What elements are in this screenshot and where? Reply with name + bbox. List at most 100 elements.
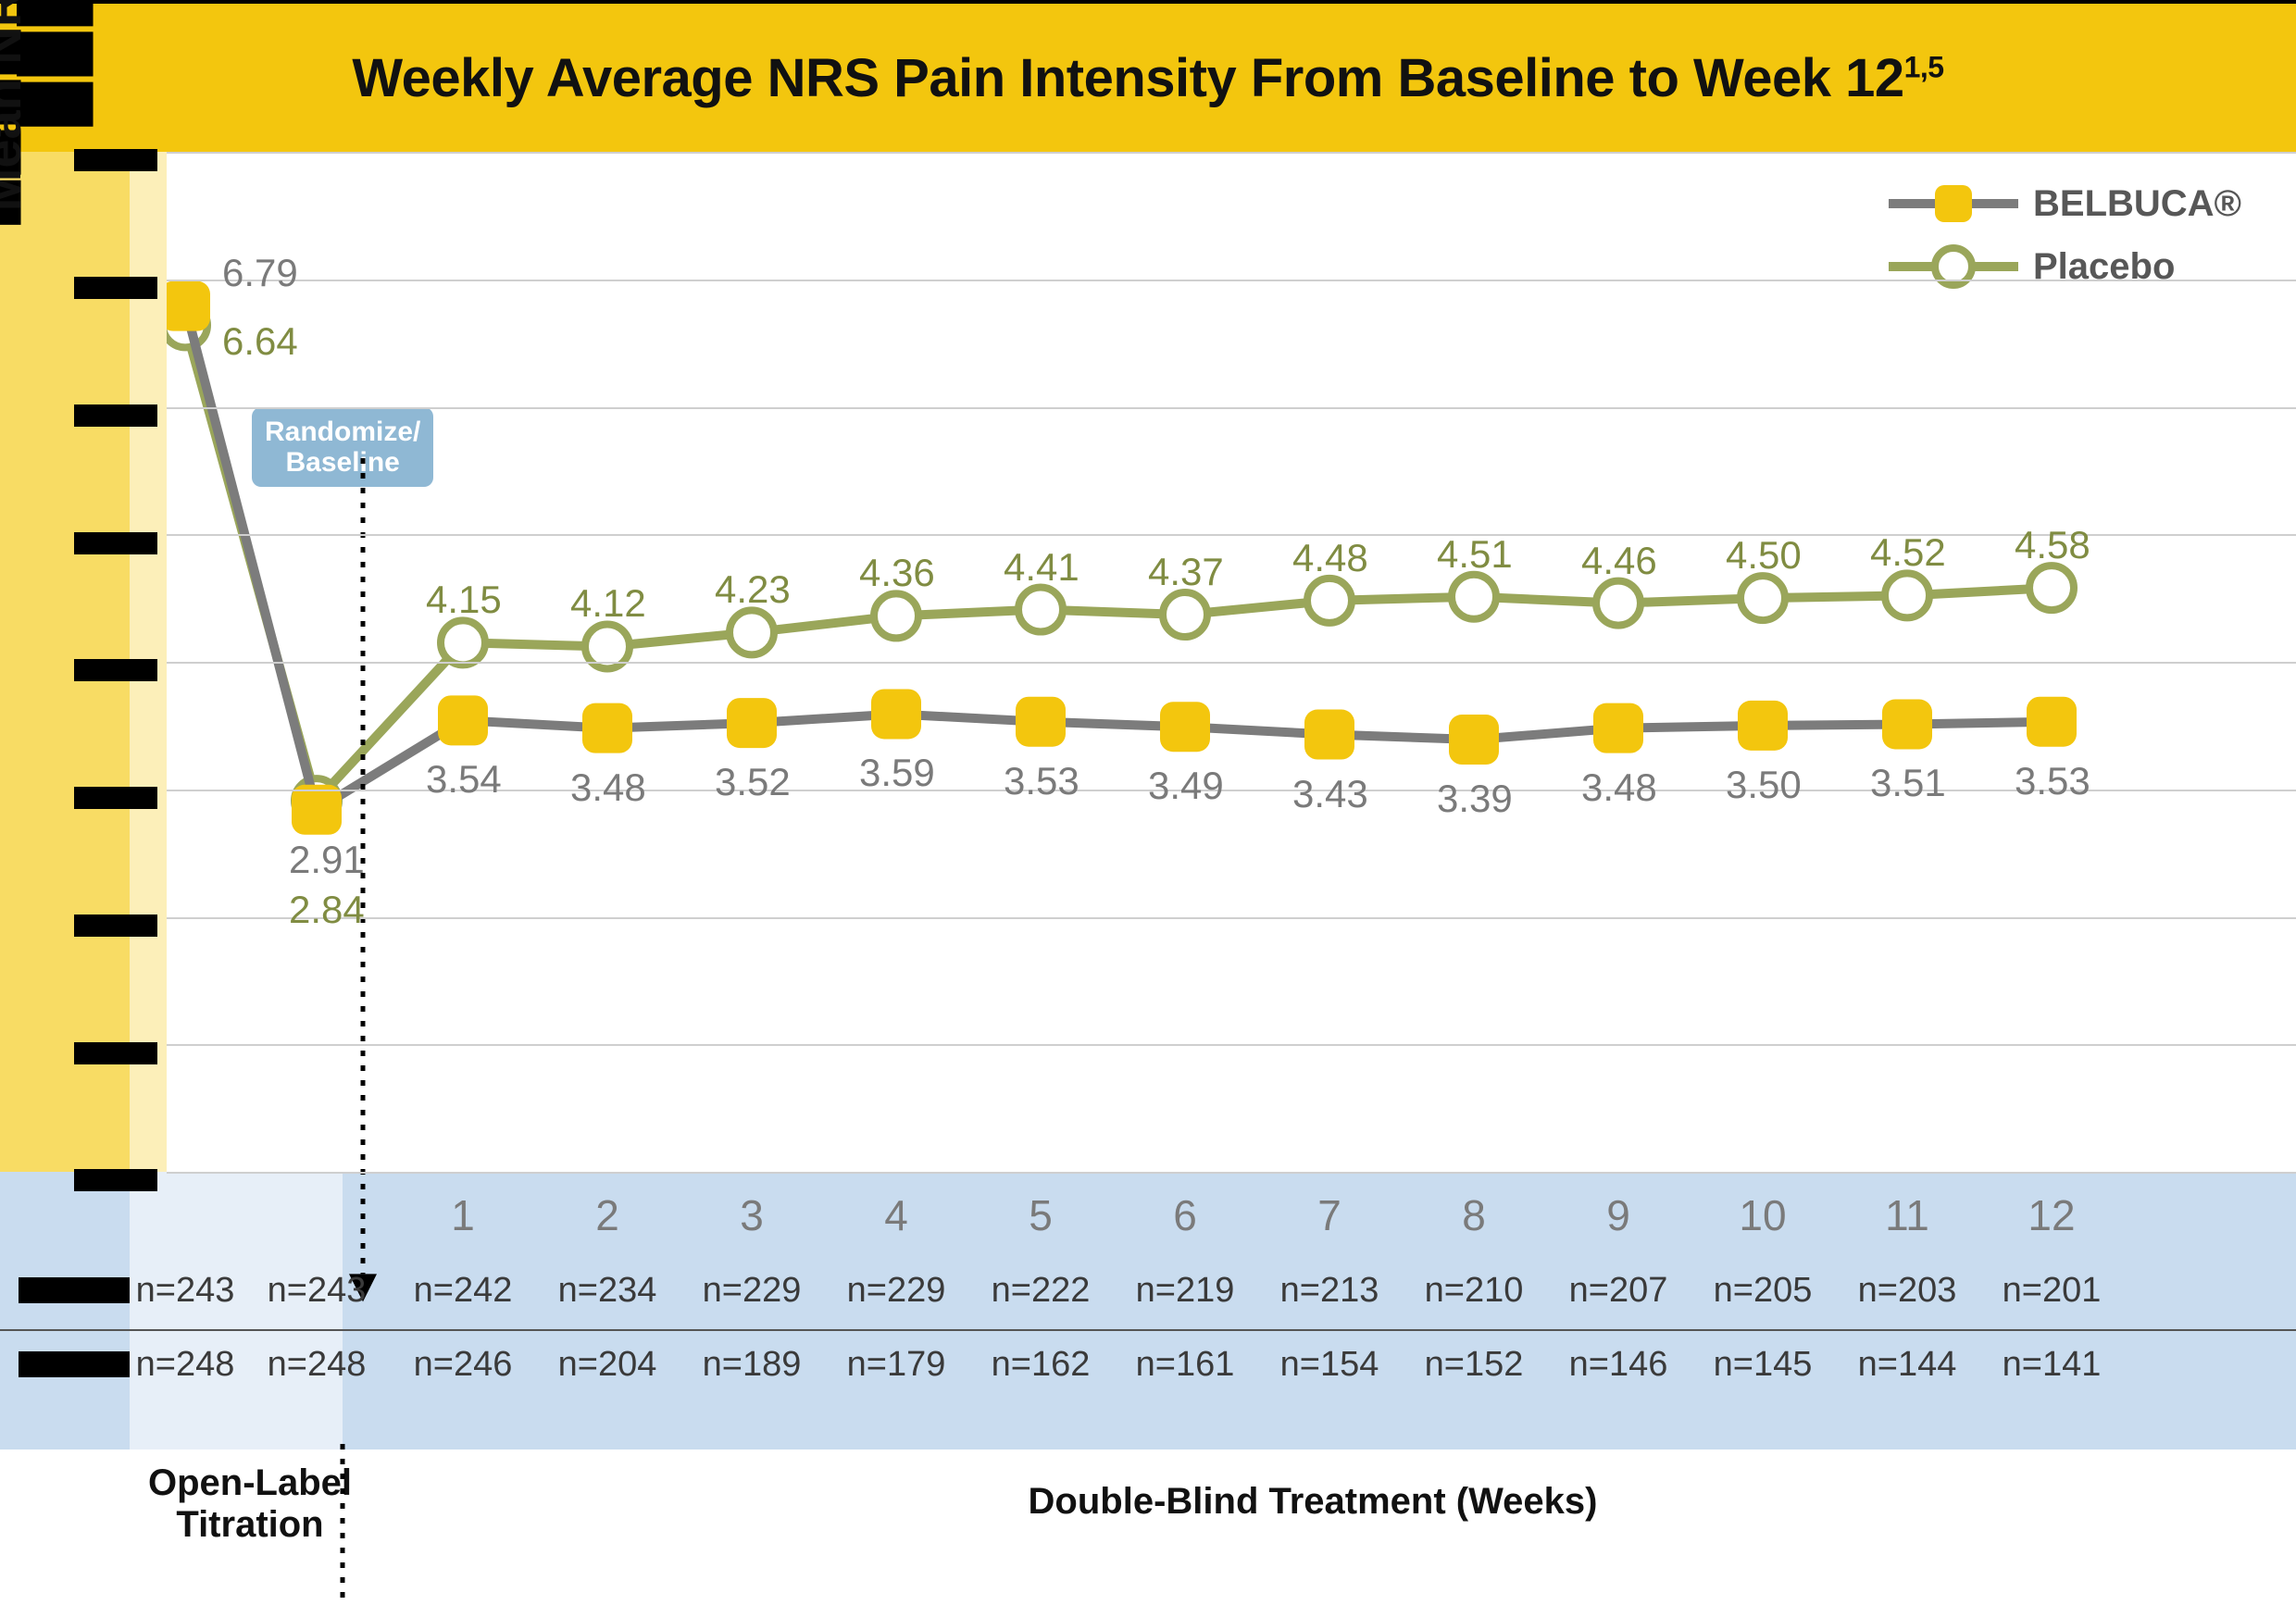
y-tick: [28, 391, 157, 437]
value-label-belbuca: 6.79: [222, 251, 298, 295]
x-tick: 12: [2015, 1190, 2089, 1240]
x-tick: 6: [1148, 1190, 1222, 1240]
value-label-placebo: 4.37: [1148, 550, 1224, 594]
value-label-belbuca: 3.48: [1581, 765, 1657, 810]
title-bar: Weekly Average NRS Pain Intensity From B…: [0, 4, 2296, 152]
gridline: [167, 152, 2296, 154]
value-label-belbuca: 3.43: [1292, 772, 1368, 816]
x-tick: 4: [859, 1190, 933, 1240]
n-cell: n=246: [391, 1345, 535, 1385]
n-cell: n=144: [1835, 1345, 1979, 1385]
value-label-placebo: 4.41: [1004, 545, 1079, 590]
n-cell: n=243: [113, 1271, 257, 1311]
x-tick: 11: [1870, 1190, 1944, 1240]
y-tick: [28, 773, 157, 819]
marker-placebo: [1307, 579, 1352, 623]
value-label-belbuca: 3.52: [715, 760, 791, 804]
x-tick: 1: [426, 1190, 500, 1240]
x-tick: 9: [1581, 1190, 1655, 1240]
n-cell: n=179: [824, 1345, 968, 1385]
marker-placebo: [1885, 573, 1929, 617]
n-cell: n=234: [535, 1271, 680, 1311]
n-cell: n=210: [1402, 1271, 1546, 1311]
marker-belbuca: [1016, 697, 1066, 747]
marker-placebo: [1741, 576, 1785, 620]
x-tick: 5: [1004, 1190, 1078, 1240]
legend-row-belbuca: BELBUCA®: [1889, 176, 2240, 231]
marker-belbuca: [1449, 715, 1499, 765]
legend-label-belbuca: BELBUCA®: [2033, 183, 2241, 225]
value-label-belbuca: 3.49: [1148, 764, 1224, 808]
value-label-belbuca: 3.59: [859, 751, 935, 795]
legend-row-placebo: Placebo: [1889, 239, 2240, 294]
value-label-placebo: 2.91: [289, 838, 365, 882]
gridline: [167, 280, 2296, 281]
y-tick: [28, 517, 157, 564]
n-cell: n=161: [1113, 1345, 1257, 1385]
value-label-placebo: 4.48: [1292, 536, 1368, 580]
marker-belbuca: [1304, 710, 1354, 760]
value-label-belbuca: 3.48: [570, 765, 646, 810]
x-tick: 8: [1437, 1190, 1511, 1240]
value-label-belbuca: 3.39: [1437, 777, 1513, 821]
n-cell: n=213: [1257, 1271, 1402, 1311]
value-label-placebo: 6.64: [222, 319, 298, 364]
value-label-belbuca: 3.54: [426, 757, 502, 802]
gridline: [167, 1172, 2296, 1174]
marker-placebo: [441, 620, 485, 665]
n-cell: n=229: [824, 1271, 968, 1311]
n-cell: n=242: [391, 1271, 535, 1311]
n-cell: n=248: [113, 1345, 257, 1385]
n-cell: n=204: [535, 1345, 680, 1385]
gridline: [167, 662, 2296, 664]
y-tick: [28, 1155, 157, 1201]
n-cell: n=145: [1691, 1345, 1835, 1385]
marker-placebo: [2029, 566, 2074, 610]
marker-belbuca: [727, 698, 777, 748]
randomize-arrow-icon: [344, 458, 381, 1311]
n-row-belbuca: n=243n=243n=242n=234n=229n=229n=222n=219…: [19, 1277, 148, 1303]
marker-placebo: [1163, 592, 1207, 637]
phase-double-blind-label: Double-Blind Treatment (Weeks): [896, 1481, 1729, 1523]
randomize-baseline-callout: Randomize/Baseline: [252, 407, 433, 487]
marker-belbuca: [1160, 702, 1210, 752]
marker-belbuca: [871, 689, 921, 739]
n-cell: n=201: [1979, 1271, 2124, 1311]
gridline: [167, 534, 2296, 536]
n-cell: n=248: [244, 1345, 389, 1385]
value-label-placebo: 4.58: [2015, 523, 2090, 567]
gridline: [167, 917, 2296, 919]
value-label-belbuca: 3.53: [1004, 759, 1079, 803]
marker-placebo: [1596, 581, 1641, 626]
n-cell: n=154: [1257, 1345, 1402, 1385]
value-label-placebo: 4.52: [1870, 530, 1946, 575]
chart-title: Weekly Average NRS Pain Intensity From B…: [352, 47, 1943, 109]
value-label-belbuca: 3.51: [1870, 761, 1946, 805]
value-label-placebo: 4.23: [715, 567, 791, 612]
x-tick: 2: [570, 1190, 644, 1240]
n-cell: n=229: [680, 1271, 824, 1311]
n-cell: n=222: [968, 1271, 1113, 1311]
marker-belbuca: [582, 703, 632, 753]
y-tick: [28, 263, 157, 309]
y-tick: [28, 645, 157, 691]
n-cell: n=243: [244, 1271, 389, 1311]
value-label-placebo: 4.51: [1437, 532, 1513, 577]
legend: BELBUCA® Placebo: [1889, 176, 2240, 302]
value-label-belbuca: 3.50: [1726, 763, 1802, 807]
marker-belbuca: [438, 695, 488, 745]
value-label-placebo: 4.50: [1726, 533, 1802, 578]
x-tick: 10: [1726, 1190, 1800, 1240]
n-cell: n=189: [680, 1345, 824, 1385]
n-cell: n=146: [1546, 1345, 1691, 1385]
n-cell: n=152: [1402, 1345, 1546, 1385]
marker-belbuca: [1738, 701, 1788, 751]
value-label-belbuca: 2.84: [289, 888, 365, 932]
marker-belbuca: [167, 281, 210, 331]
value-label-belbuca: 3.53: [2015, 759, 2090, 803]
x-tick: 7: [1292, 1190, 1366, 1240]
x-tick: 3: [715, 1190, 789, 1240]
marker-placebo: [874, 593, 918, 638]
value-label-placebo: 4.46: [1581, 539, 1657, 583]
marker-belbuca: [2027, 697, 2077, 747]
